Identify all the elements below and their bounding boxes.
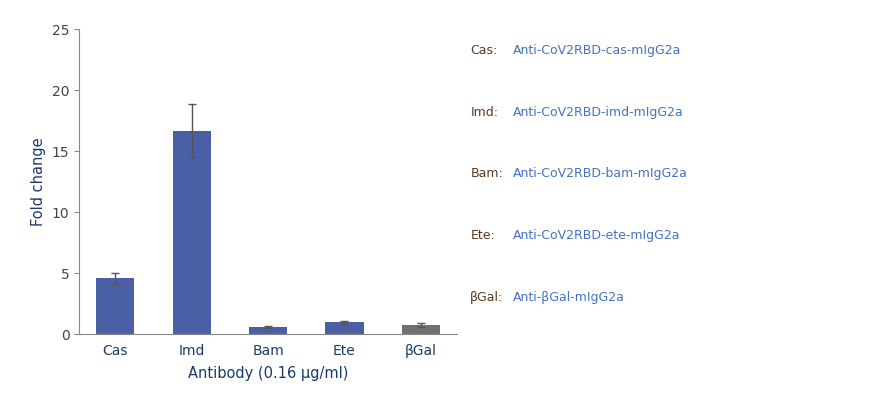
Bar	[97, 278, 134, 334]
Text: Imd:: Imd:	[470, 105, 498, 119]
Bar	[172, 130, 211, 334]
Text: Anti-CoV2RBD-cas-mIgG2a: Anti-CoV2RBD-cas-mIgG2a	[512, 43, 680, 57]
Y-axis label: Fold change: Fold change	[32, 138, 47, 226]
Text: Anti-βGal-mIgG2a: Anti-βGal-mIgG2a	[512, 291, 623, 304]
Text: Cas:: Cas:	[470, 43, 497, 57]
Text: βGal:: βGal:	[470, 291, 503, 304]
Bar	[325, 322, 363, 334]
Text: Anti-CoV2RBD-bam-mIgG2a: Anti-CoV2RBD-bam-mIgG2a	[512, 167, 687, 181]
Text: Ete:: Ete:	[470, 229, 494, 242]
X-axis label: Antibody (0.16 μg/ml): Antibody (0.16 μg/ml)	[188, 367, 348, 382]
Bar	[248, 327, 287, 334]
Bar	[401, 325, 439, 334]
Text: Bam:: Bam:	[470, 167, 502, 181]
Text: Anti-CoV2RBD-ete-mIgG2a: Anti-CoV2RBD-ete-mIgG2a	[512, 229, 680, 242]
Text: Anti-CoV2RBD-imd-mIgG2a: Anti-CoV2RBD-imd-mIgG2a	[512, 105, 682, 119]
